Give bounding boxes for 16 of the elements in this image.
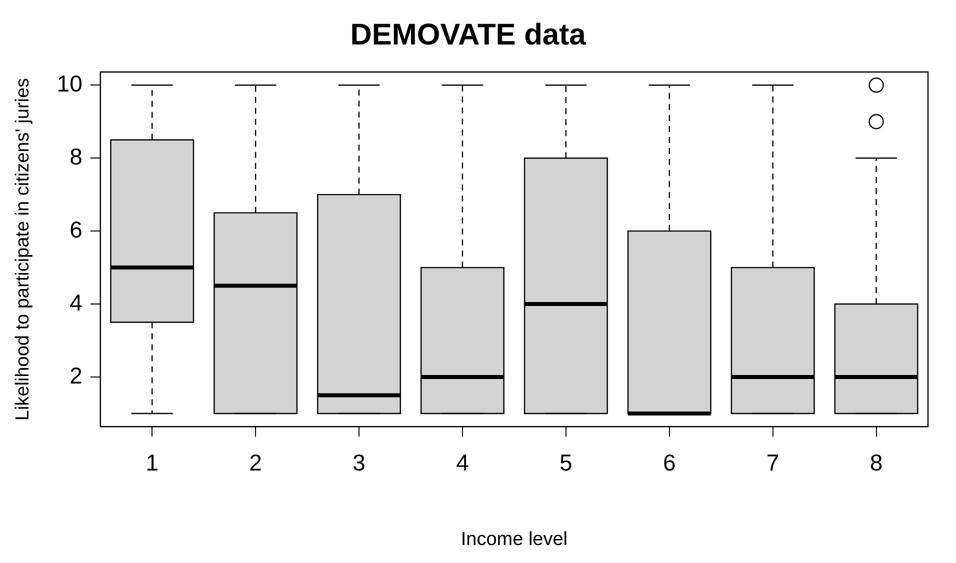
x-tick-label: 7	[766, 450, 780, 476]
x-axis-title: Income level	[460, 528, 568, 550]
y-tick-label: 10	[56, 70, 82, 96]
y-tick-label: 8	[70, 143, 82, 170]
x-tick-label: 2	[249, 450, 262, 476]
y-tick-label: 6	[70, 216, 82, 242]
y-axis-title: Likelihood to participate in citizens' juries	[12, 78, 34, 421]
x-tick-label: 4	[456, 450, 470, 476]
chart-title: DEMOVATE data	[350, 18, 586, 52]
y-tick-label: 4	[70, 289, 83, 316]
x-tick-label: 3	[352, 450, 366, 476]
x-tick-label: 6	[662, 450, 676, 476]
x-tick-label: 1	[146, 450, 159, 476]
y-tick-label: 2	[70, 362, 82, 388]
x-tick-label: 5	[560, 450, 572, 476]
x-tick-label: 8	[870, 450, 883, 476]
